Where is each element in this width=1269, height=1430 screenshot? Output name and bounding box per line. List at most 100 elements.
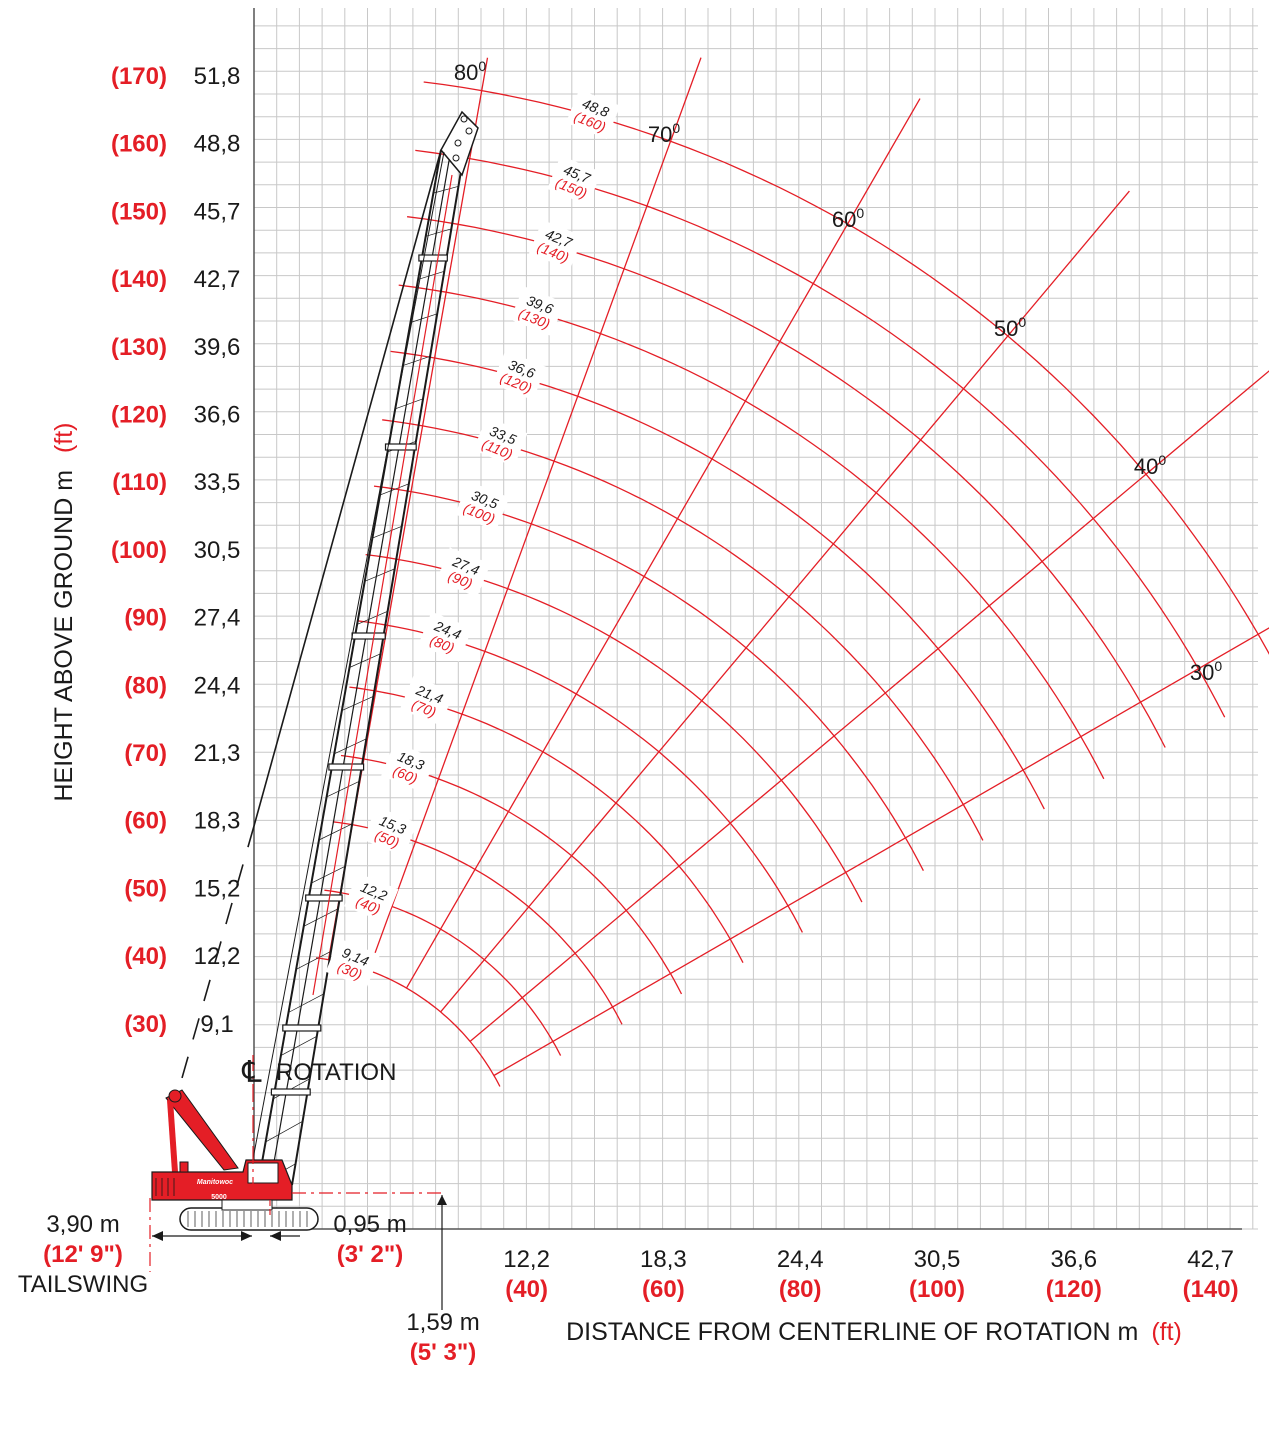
boom-length-label: 18,3(60) [381,742,436,793]
backstay-line [177,825,255,1093]
rotation-symbol: ℄ [241,1056,262,1089]
boom-length-label-bg [473,416,528,467]
boom-lacing [280,1035,317,1056]
boom-section-joint [384,443,417,451]
y-tick-label-m: 12,2 [194,943,241,970]
boom-section-joint [418,254,448,262]
rotation-label: ROTATION [276,1059,396,1086]
boom-length-label-bg [344,872,399,923]
y-tick-label-m: 51,8 [194,63,241,90]
boom-arc [340,754,683,995]
boom-length-label: 39,6(130) [510,286,565,336]
mast-leg [167,1099,178,1173]
tailswing-imperial: (12' 9") [43,1241,123,1268]
boom-lacing [326,780,360,798]
angle-label: 300 [1190,658,1222,685]
boom-length-label-bg [381,742,436,793]
y-tick-label-ft: (100) [111,537,167,564]
y-tick-label-ft: (70) [124,740,167,767]
boom-length-label-bg [363,806,418,857]
boom-lacing [311,865,346,884]
x-tick-label-m: 12,2 [503,1246,550,1273]
y-tick-label-ft: (40) [124,943,167,970]
x-tick-label-ft: (80) [779,1276,822,1303]
boom-length-label: 36,6(120) [492,350,547,401]
boom-length-label-bg [510,286,565,336]
y-tick-label-m: 27,4 [194,605,241,632]
boom-lacing [417,270,445,280]
y-tick-label-m: 15,2 [194,875,241,902]
sheave [454,139,462,147]
angle-label: 700 [648,120,680,147]
boom-chord-mid [269,154,451,1186]
boom-centerline-red [312,174,453,996]
y-tick-label-ft: (60) [124,808,167,835]
boom-lacing [372,525,402,539]
y-tick-label-m: 48,8 [194,131,241,158]
labels: (170) 51,8 (160) 48,8 (150) 45,7 (140) 42,7 (130… [111,58,1239,1303]
boom-lacing [318,823,353,841]
x-tick-label-ft: (100) [909,1276,965,1303]
exhaust [179,1161,189,1173]
y-axis-title: HEIGHT ABOVE GROUND m (ft) [50,422,78,801]
boom-length-label-bg [418,611,473,662]
angle-label: 600 [832,205,864,232]
boom-lacing [433,185,459,194]
boom-lacing [334,738,367,755]
x-tick-label-ft: (140) [1183,1276,1239,1303]
crawler-track [179,1207,319,1231]
y-tick-label-m: 42,7 [194,266,241,293]
boom-lacing [410,313,438,323]
y-tick-label-ft: (170) [111,63,167,90]
x-tick-label-m: 42,7 [1187,1246,1234,1273]
tailswing-metric: 3,90 m [46,1211,119,1238]
crane-brand: Manitowoc [197,1179,233,1186]
boom-lacing [265,1120,303,1143]
boom-length-label: 45,7(150) [547,155,602,206]
x-tick-label-m: 24,4 [777,1246,824,1273]
arrow-left [270,1231,281,1241]
boom-length-label-bg [565,89,621,140]
boom-length-label: 30,5(100) [455,481,510,531]
angle-label: 400 [1134,452,1166,479]
boom-length-label: 27,4(90) [436,547,491,598]
y-tick-label-ft: (50) [124,875,167,902]
car-body [221,1199,273,1211]
boom-section-joint [305,894,343,902]
pendant-line [253,149,442,827]
x-tick-label-m: 36,6 [1050,1246,1097,1273]
boom-length-label-bg [436,547,491,598]
boom-length-label: 21,4(70) [399,675,455,726]
y-tick-label-ft: (160) [111,131,167,158]
boom-arc [332,821,623,1025]
y-tick-label-m: 36,6 [194,402,241,429]
angle-label: 800 [454,58,486,85]
boom-section-joint [270,1088,311,1096]
arrow-left [152,1231,163,1241]
x-tick-label-ft: (60) [642,1276,685,1303]
x-axis-title-main: DISTANCE FROM CENTERLINE OF ROTATION m [566,1318,1138,1346]
x-axis-title-unit: (ft) [1151,1318,1182,1346]
y-tick-label-ft: (150) [111,198,167,225]
boom-lacing [356,610,388,625]
y-tick-label-m: 24,4 [194,672,241,699]
boom-section-joint [328,763,365,771]
y-tick-label-ft: (140) [111,266,167,293]
boom-lacing [349,653,381,668]
y-tick-label-m: 39,6 [194,334,241,361]
boom-lacing [364,568,395,582]
boom-length-label-bg [492,350,547,401]
y-tick-label-ft: (110) [112,469,167,496]
boom-arc [365,553,863,903]
sheave [460,115,468,123]
x-tick-label-ft: (40) [505,1276,548,1303]
boom-length-label: 15,3(50) [363,806,418,857]
arrow-right [241,1231,252,1241]
pivot-height-metric: 1,59 m [406,1309,479,1336]
boom-lacing [425,228,452,237]
boom-length-label: 48,8(160) [565,89,621,140]
mast-head [168,1089,182,1103]
boom-lacing [379,483,410,496]
grid [253,8,1258,1230]
